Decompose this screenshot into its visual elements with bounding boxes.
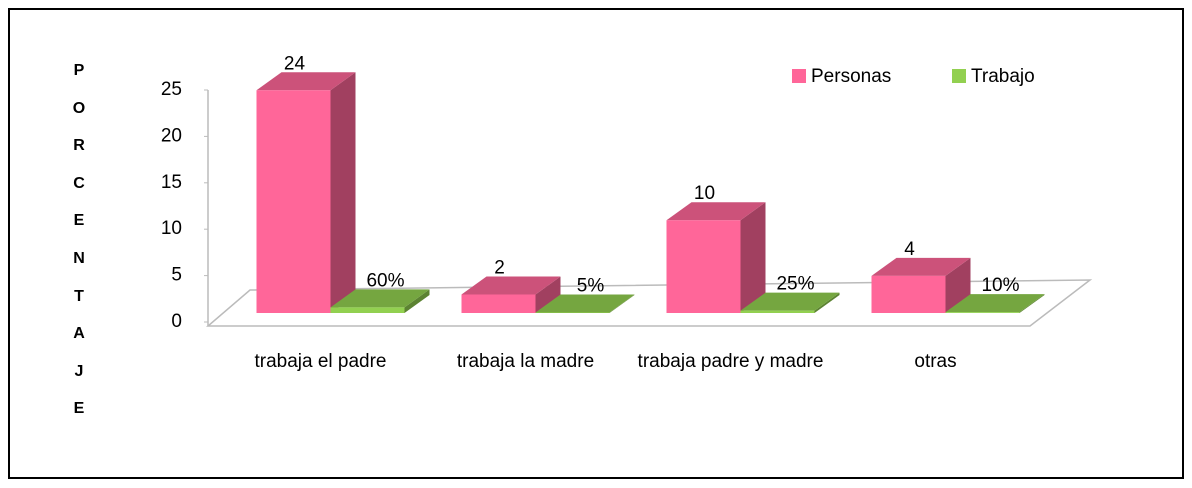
bar-top [740,292,840,311]
bar-side [814,292,840,313]
bar-front [666,220,741,313]
data-label: 60% [366,270,404,291]
legend-label: Trabajo [971,66,1035,87]
bar-side [535,276,561,313]
x-tick-label: trabaja el padre [254,351,387,372]
y-axis-title: PORCENTAJE [72,62,86,418]
bar-top [330,289,430,308]
y-tick-label: 20 [161,125,182,146]
data-label: 4 [904,239,915,260]
bar-front [256,90,331,313]
bar-top [256,72,356,91]
bar [256,72,356,313]
legend-swatch [792,69,806,83]
bar-front [871,275,946,313]
y-tick-label: 10 [161,218,182,239]
bar-front [740,310,815,313]
bar [666,202,766,313]
bar-top [535,294,635,313]
data-label: 5% [577,276,605,297]
bar-front [945,312,1020,313]
bar-side [330,72,356,313]
legend-swatch [952,69,966,83]
bar [871,257,971,313]
x-tick-label: trabaja padre y madre [637,351,824,372]
bar-top [461,276,561,295]
bar [535,294,635,313]
data-label: 10% [981,275,1019,296]
bar-top [666,202,766,221]
data-label: 25% [776,274,814,295]
y-tick-label: 25 [161,79,182,100]
legend-label: Personas [811,66,891,87]
bar [740,292,840,313]
bar-side [609,294,635,313]
data-label: 10 [694,183,715,204]
bar [330,289,430,313]
bar-top [945,294,1045,313]
bar [945,294,1045,313]
bar-side [404,289,430,313]
data-label: 24 [284,53,306,74]
bar-top [871,257,971,276]
bar-front [330,307,405,313]
bar-front [461,294,536,313]
bar-side [740,202,766,313]
bar-side [1019,294,1045,313]
y-tick-label: 15 [161,172,182,193]
y-tick-label: 0 [171,311,182,332]
x-tick-label: trabaja la madre [456,351,595,372]
floor [205,279,1093,327]
data-label: 2 [494,257,505,278]
y-tick-label: 5 [171,265,182,286]
border [8,8,1184,479]
x-tick-label: otras [914,351,957,372]
bar [461,276,561,313]
